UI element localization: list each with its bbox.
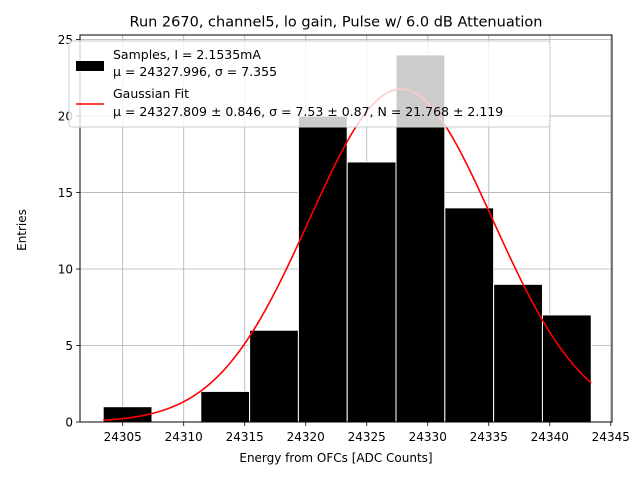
histogram-bar <box>493 283 543 423</box>
y-axis-label: Entries <box>15 209 29 251</box>
legend-stats-samples: μ = 24327.996, σ = 7.355 <box>113 64 277 79</box>
histogram-bars <box>102 54 592 423</box>
legend-box <box>68 40 551 128</box>
x-tick-label: 24340 <box>531 430 569 444</box>
legend-stats-fit: μ = 24327.809 ± 0.846, σ = 7.53 ± 0.87, … <box>113 104 503 119</box>
legend-label-samples: Samples, I = 2.1535mA <box>113 47 261 62</box>
legend: Samples, I = 2.1535mA μ = 24327.996, σ =… <box>68 40 551 128</box>
x-tick-label: 24345 <box>592 430 630 444</box>
histogram-bar <box>200 390 251 423</box>
legend-label-fit: Gaussian Fit <box>113 86 189 101</box>
histogram-bar <box>297 115 348 423</box>
x-tick-label: 24335 <box>470 430 508 444</box>
x-tick-label: 24315 <box>226 430 264 444</box>
histogram-bar <box>346 161 397 423</box>
x-tick-label: 24305 <box>104 430 142 444</box>
y-tick-label: 0 <box>65 416 73 430</box>
histogram-bar <box>444 207 495 423</box>
y-tick-label: 5 <box>65 339 73 353</box>
x-axis-label: Energy from OFCs [ADC Counts] <box>239 451 432 465</box>
gaussian-fit-curve <box>103 88 592 422</box>
y-tick-label: 10 <box>58 263 73 277</box>
x-tick-label: 24310 <box>165 430 203 444</box>
axes-frame <box>79 34 613 423</box>
histogram-bar <box>249 329 299 423</box>
axis-ticks: 24305 24310 24315 24320 24325 24330 24335 24340… <box>58 33 630 444</box>
y-tick-label: 15 <box>58 186 73 200</box>
chart-title: Run 2670, channel5, lo gain, Pulse w/ 6.… <box>130 15 543 31</box>
legend-swatch-samples <box>76 61 104 71</box>
x-tick-label: 24320 <box>287 430 325 444</box>
x-tick-label: 24330 <box>409 430 447 444</box>
x-tick-label: 24325 <box>348 430 386 444</box>
